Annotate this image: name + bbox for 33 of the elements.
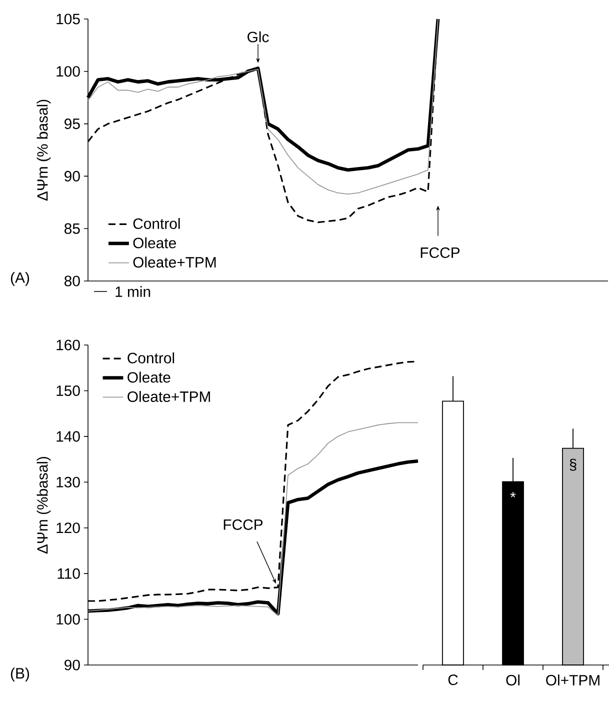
y-tick-label: 100 bbox=[56, 614, 80, 625]
y-tick-label: 160 bbox=[56, 340, 80, 350]
y-tick-label: 130 bbox=[56, 476, 80, 488]
y-tick-label: 85 bbox=[64, 223, 80, 234]
y-tick-label: 140 bbox=[56, 431, 80, 442]
y-tick-label: 95 bbox=[64, 118, 80, 130]
legend-label: Oleate bbox=[128, 372, 170, 383]
y-axis-title: ΔΨm (% basal) bbox=[36, 100, 51, 201]
y-tick-label: 120 bbox=[56, 522, 80, 534]
legend-label: Oleate+TPM bbox=[128, 391, 210, 402]
y-tick-label: 110 bbox=[58, 568, 80, 579]
x-tick-label: Ol bbox=[506, 674, 520, 686]
legend-label: Control bbox=[133, 218, 180, 229]
y-tick-label: 80 bbox=[64, 276, 80, 286]
y-tick-label: 90 bbox=[64, 170, 80, 182]
x-tick-label: Ol+TPM bbox=[546, 674, 600, 686]
text: 1 min bbox=[116, 286, 150, 297]
legend-label: Control bbox=[128, 352, 174, 364]
y-axis-title: ΔΨm (%basal) bbox=[36, 456, 51, 554]
annotation: FCCP bbox=[224, 519, 263, 530]
y-tick-label: 90 bbox=[64, 660, 80, 670]
text: (B) bbox=[10, 668, 30, 682]
annotation: * bbox=[510, 492, 516, 498]
y-tick-label: 100 bbox=[56, 66, 80, 77]
y-tick-label: 150 bbox=[56, 385, 80, 396]
legend-label: Oleate bbox=[133, 237, 176, 248]
x-tick-label: C bbox=[448, 674, 458, 686]
y-tick-label: 105 bbox=[56, 14, 80, 24]
annotation: Glc bbox=[248, 31, 269, 42]
annotation: § bbox=[570, 458, 576, 471]
text: (A) bbox=[10, 272, 30, 286]
annotation: FCCP bbox=[420, 247, 460, 258]
legend-label: Oleate+TPM bbox=[133, 256, 216, 268]
